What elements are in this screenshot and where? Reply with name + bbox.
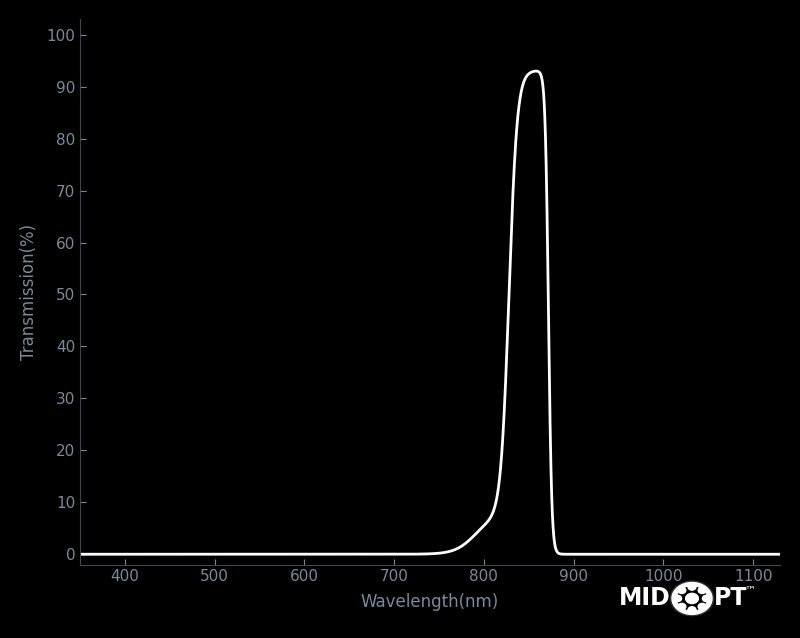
Y-axis label: Transmission(%): Transmission(%) <box>20 224 38 360</box>
Text: MID: MID <box>618 586 670 611</box>
Text: PT: PT <box>714 586 747 611</box>
X-axis label: Wavelength(nm): Wavelength(nm) <box>361 593 499 611</box>
Text: ™: ™ <box>744 586 755 596</box>
